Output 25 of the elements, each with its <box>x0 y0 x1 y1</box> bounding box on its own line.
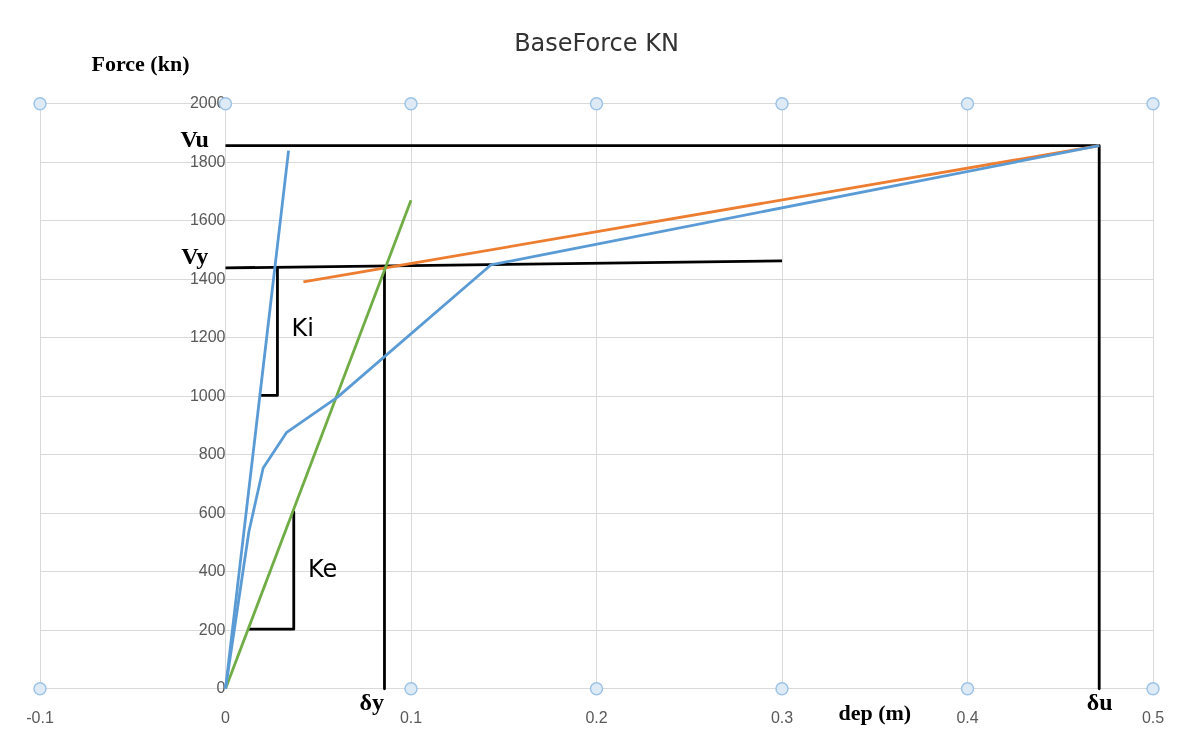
y-tick-label: 200 <box>198 620 226 638</box>
annotation: Vu <box>180 125 209 152</box>
y-axis-title: Force (kn) <box>91 51 190 77</box>
y-tick-label: 1200 <box>189 328 226 346</box>
y-tick-label: 1800 <box>189 152 226 170</box>
x-tick-label: 0.4 <box>956 708 979 726</box>
y-tick-label: 1600 <box>189 211 226 229</box>
y-tick-label: 0 <box>216 679 226 697</box>
x-tick-label: -0.1 <box>26 708 54 726</box>
x-tick-label: 0.2 <box>585 708 608 726</box>
annotation: Ki <box>291 313 314 342</box>
y-tick-label: 1000 <box>189 386 226 404</box>
text: δu <box>1086 689 1113 716</box>
chart-title: BaseForce KN <box>514 28 679 57</box>
annotation: Ke <box>308 555 338 584</box>
x-tick-label: 0.1 <box>399 708 423 726</box>
y-tick-label: 1400 <box>189 269 226 287</box>
x-tick-label: 0.5 <box>1141 708 1165 726</box>
y-tick-label: 600 <box>198 503 226 521</box>
x-tick-label: 0.3 <box>770 708 794 726</box>
annotation: Vy <box>181 243 209 270</box>
x-axis-title: dep (m) <box>838 700 912 726</box>
y-tick-label: 800 <box>198 445 226 463</box>
y-tick-label: 400 <box>198 562 226 580</box>
text: δy <box>359 689 384 716</box>
